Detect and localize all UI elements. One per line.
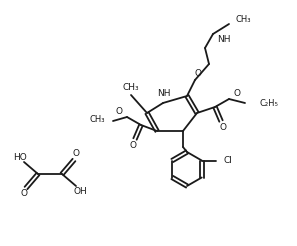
Text: O: O xyxy=(195,68,201,77)
Text: O: O xyxy=(219,123,227,132)
Text: CH₃: CH₃ xyxy=(123,82,139,92)
Text: NH: NH xyxy=(157,90,171,98)
Text: NH: NH xyxy=(217,34,230,44)
Text: O: O xyxy=(72,150,80,158)
Text: O: O xyxy=(20,189,28,199)
Text: C₂H₅: C₂H₅ xyxy=(259,98,278,108)
Text: CH₃: CH₃ xyxy=(89,114,105,123)
Text: OH: OH xyxy=(73,186,87,196)
Text: O: O xyxy=(115,108,122,117)
Text: O: O xyxy=(129,140,137,150)
Text: CH₃: CH₃ xyxy=(235,15,250,25)
Text: HO: HO xyxy=(13,153,27,162)
Text: Cl: Cl xyxy=(224,156,233,165)
Text: O: O xyxy=(234,90,241,98)
